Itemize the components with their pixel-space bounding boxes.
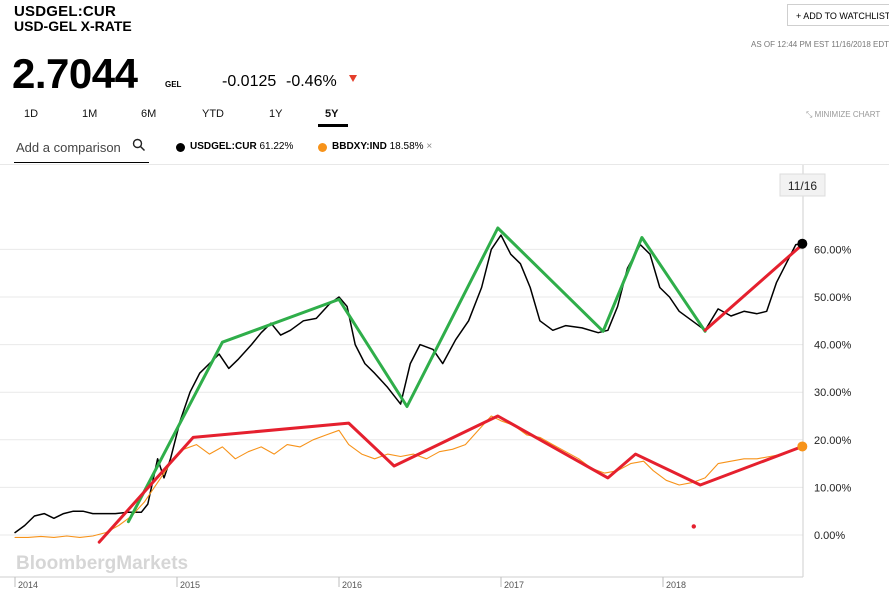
legend-value: 61.22% bbox=[259, 141, 294, 152]
price-currency: GEL bbox=[165, 80, 182, 89]
comparison-input-placeholder[interactable]: Add a comparison bbox=[16, 140, 121, 155]
y-tick-label: 30.00% bbox=[814, 387, 852, 399]
legend-value: 18.58% bbox=[389, 141, 424, 152]
range-tab-6m[interactable]: 6M bbox=[141, 108, 157, 120]
series-end-marker-0 bbox=[797, 238, 808, 249]
legend-dot-usdgel bbox=[176, 143, 185, 152]
range-tab-ytd[interactable]: YTD bbox=[202, 108, 224, 120]
add-to-watchlist-button[interactable]: + ADD TO WATCHLIST bbox=[787, 4, 889, 26]
header-divider bbox=[0, 164, 889, 165]
legend-dot-bbdxy bbox=[318, 143, 327, 152]
legend-item-bbdxy: BBDXY:IND 18.58% × bbox=[332, 141, 432, 152]
x-tick-label: 2014 bbox=[18, 580, 38, 590]
active-tab-indicator bbox=[318, 124, 348, 127]
legend-symbol: USDGEL:CUR bbox=[190, 141, 257, 152]
series-end-marker-1 bbox=[797, 441, 808, 452]
minimize-icon: ⤡ bbox=[806, 110, 813, 119]
series-line-1 bbox=[14, 415, 803, 538]
search-icon[interactable] bbox=[132, 138, 146, 152]
minimize-label: MINIMIZE CHART bbox=[814, 110, 881, 119]
price-change: -0.0125 bbox=[222, 73, 277, 90]
price-change-percent: -0.46% bbox=[286, 73, 337, 90]
comparison-search-box[interactable] bbox=[14, 134, 149, 163]
legend-item-usdgel: USDGEL:CUR 61.22% bbox=[190, 141, 293, 152]
y-axis: 0.00% 10.00% 20.00% 30.00% 40.00% 50.00% 60.00… bbox=[814, 244, 852, 542]
legend-symbol: BBDXY:IND bbox=[332, 141, 387, 152]
minimize-chart-button[interactable]: ⤡ MINIMIZE CHART bbox=[806, 110, 880, 120]
instrument-name: USD-GEL X-RATE bbox=[14, 18, 132, 34]
x-axis: 2014 2015 2016 2017 2018 bbox=[14, 577, 686, 590]
x-tick-label: 2016 bbox=[342, 580, 362, 590]
y-tick-label: 50.00% bbox=[814, 292, 852, 304]
y-tick-label: 60.00% bbox=[814, 244, 852, 256]
down-arrow-icon bbox=[349, 75, 357, 82]
range-tab-1d[interactable]: 1D bbox=[24, 108, 39, 120]
ticker-symbol: USDGEL:CUR bbox=[14, 3, 116, 20]
range-tab-5y[interactable]: 5Y bbox=[325, 108, 339, 120]
price-chart: BloombergMarkets 0.00% 10.00% 20.00% 30.00%… bbox=[0, 165, 852, 590]
series-line-4 bbox=[703, 243, 804, 332]
chart-grid bbox=[0, 165, 804, 578]
chart-series bbox=[14, 226, 808, 544]
remove-comparison-icon[interactable]: × bbox=[426, 141, 433, 152]
y-tick-label: 0.00% bbox=[814, 530, 845, 542]
date-badge: 11/16 bbox=[779, 173, 826, 197]
range-tab-1y[interactable]: 1Y bbox=[269, 108, 283, 120]
y-tick-label: 20.00% bbox=[814, 435, 852, 447]
y-tick-label: 10.00% bbox=[814, 482, 852, 494]
x-tick-label: 2018 bbox=[666, 580, 686, 590]
range-tab-1m[interactable]: 1M bbox=[82, 108, 98, 120]
annotation-dot bbox=[691, 524, 696, 529]
x-tick-label: 2017 bbox=[504, 580, 524, 590]
series-line-0 bbox=[14, 234, 804, 534]
last-price: 2.7044 bbox=[12, 50, 138, 97]
bloomberg-watermark: BloombergMarkets bbox=[16, 553, 188, 574]
date-badge-label: 11/16 bbox=[788, 179, 817, 193]
series-line-3 bbox=[97, 414, 804, 544]
series-line-2 bbox=[126, 226, 707, 524]
x-tick-label: 2015 bbox=[180, 580, 200, 590]
as-of-timestamp: AS OF 12:44 PM EST 11/16/2018 EDT bbox=[751, 40, 889, 49]
y-tick-label: 40.00% bbox=[814, 340, 852, 352]
